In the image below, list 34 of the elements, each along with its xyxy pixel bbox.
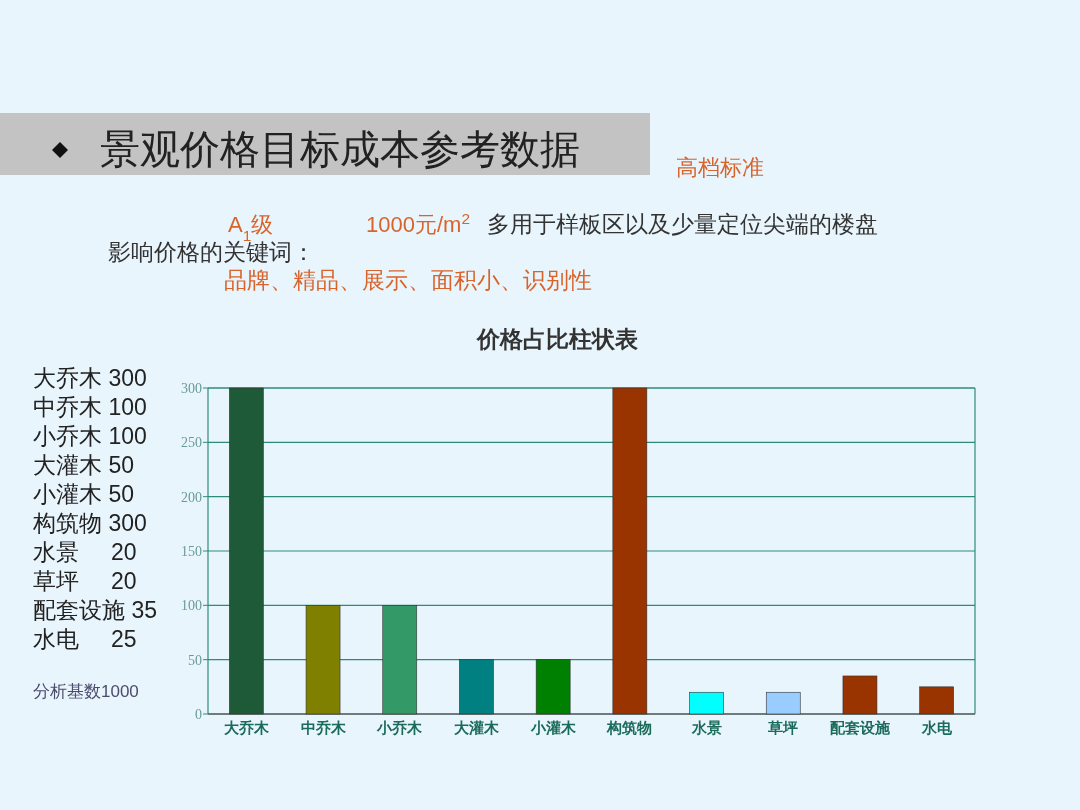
text: 分析基数1000 (33, 682, 139, 701)
x-tick-label: 中乔木 (300, 720, 347, 736)
text: 小灌木 50 (33, 481, 134, 507)
x-tick-label: 小灌木 (529, 720, 577, 736)
text: 构筑物 300 (32, 510, 147, 536)
y-tick-label: 0 (195, 707, 202, 722)
x-tick-label: 构筑物 (606, 720, 653, 736)
text: 品牌、精品、展示、面积小、识别性 (224, 267, 592, 293)
text: 价格占比柱状表 (475, 326, 638, 352)
text: 水电 25 (33, 626, 137, 652)
x-tick-label: 草坪 (767, 720, 799, 736)
text: 大灌木 50 (33, 452, 134, 478)
y-tick-label: 300 (181, 381, 202, 396)
chart-subtitle: 高档标准 (676, 155, 764, 180)
y-tick-label: 50 (188, 652, 202, 668)
x-tick-label: 小乔木 (376, 720, 424, 736)
text: 多用于样板区以及少量定位尖端的楼盘 (487, 211, 878, 237)
y-tick-label: 200 (181, 489, 202, 505)
x-tick-label: 大乔木 (223, 720, 270, 736)
text: 水景 20 (33, 539, 137, 565)
x-tick-label: 水景 (690, 720, 722, 736)
text: 小乔木 100 (33, 423, 147, 449)
text: 中乔木 100 (33, 394, 147, 420)
chart-title: 景观价格目标成本参考数据 (100, 127, 580, 171)
y-tick-label: 150 (181, 544, 202, 559)
x-tick-label: 水电 (920, 720, 953, 736)
text: 1000元/m$^{2}$ (366, 209, 470, 237)
y-tick-label: 250 (181, 435, 202, 451)
x-tick-label: 配套设施 (829, 720, 891, 736)
x-tick-label: 大灌木 (453, 720, 500, 736)
y-tick-label: 100 (181, 598, 202, 614)
text: 大乔木 300 (33, 365, 147, 391)
text: 草坪 20 (33, 568, 137, 594)
text: 配套设施 35 (33, 597, 157, 623)
